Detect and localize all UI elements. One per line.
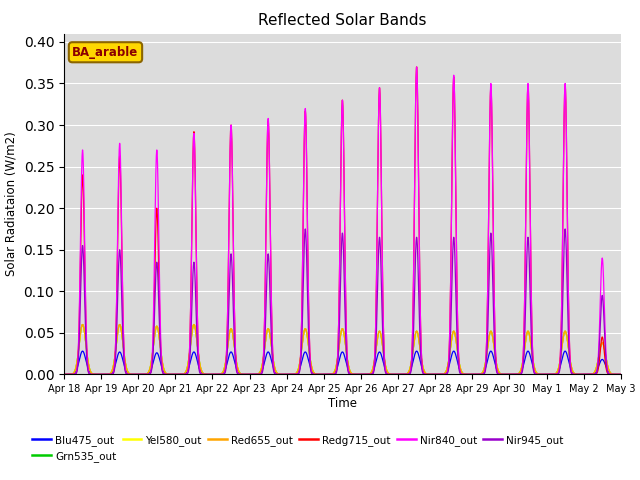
Grn535_out (127, 372, 134, 377)
Yel580_out (588, 372, 595, 377)
Nir840_out (273, 372, 281, 377)
Yel580_out (617, 372, 625, 377)
Yel580_out (273, 371, 281, 376)
Line: Red655_out: Red655_out (64, 324, 621, 374)
Nir945_out (408, 356, 416, 361)
Red655_out (563, 334, 571, 339)
Blu475_out (588, 372, 595, 377)
Nir840_out (60, 372, 68, 377)
Line: Nir945_out: Nir945_out (64, 229, 621, 374)
Redg715_out (588, 372, 595, 377)
Text: BA_arable: BA_arable (72, 46, 139, 59)
Grn535_out (563, 334, 571, 339)
Nir840_out (408, 336, 416, 342)
Nir840_out (617, 372, 625, 377)
Nir945_out (561, 226, 569, 232)
Redg715_out (563, 168, 571, 174)
Blu475_out (127, 372, 134, 377)
Redg715_out (413, 64, 420, 70)
X-axis label: Time: Time (328, 397, 357, 410)
Nir945_out (617, 372, 625, 377)
Yel580_out (409, 351, 417, 357)
Yel580_out (563, 334, 571, 339)
Line: Yel580_out: Yel580_out (64, 324, 621, 374)
Nir945_out (60, 372, 68, 377)
Blu475_out (409, 360, 417, 366)
Blu475_out (79, 348, 86, 354)
Nir945_out (127, 372, 134, 377)
Nir945_out (566, 356, 573, 362)
Grn535_out (60, 372, 68, 377)
Grn535_out (566, 353, 573, 359)
Redg715_out (273, 372, 281, 377)
Red655_out (588, 372, 595, 377)
Redg715_out (408, 336, 416, 342)
Yel580_out (79, 322, 86, 327)
Line: Grn535_out: Grn535_out (64, 324, 621, 374)
Y-axis label: Solar Radiataion (W/m2): Solar Radiataion (W/m2) (5, 132, 18, 276)
Line: Blu475_out: Blu475_out (64, 351, 621, 374)
Red655_out (566, 353, 573, 359)
Grn535_out (617, 372, 625, 377)
Red655_out (127, 372, 134, 377)
Red655_out (60, 372, 68, 377)
Nir945_out (588, 372, 595, 377)
Blu475_out (617, 372, 625, 377)
Red655_out (79, 322, 86, 327)
Yel580_out (127, 372, 134, 377)
Blu475_out (563, 351, 571, 357)
Nir840_out (127, 372, 134, 377)
Nir840_out (413, 64, 420, 70)
Nir840_out (563, 168, 571, 173)
Legend: Blu475_out, Grn535_out, Yel580_out, Red655_out, Redg715_out, Nir840_out, Nir945_: Blu475_out, Grn535_out, Yel580_out, Red6… (28, 431, 568, 466)
Line: Redg715_out: Redg715_out (64, 67, 621, 374)
Blu475_out (60, 372, 68, 377)
Grn535_out (588, 372, 595, 377)
Redg715_out (60, 372, 68, 377)
Blu475_out (566, 361, 573, 367)
Yel580_out (60, 372, 68, 377)
Yel580_out (566, 353, 573, 359)
Title: Reflected Solar Bands: Reflected Solar Bands (258, 13, 427, 28)
Red655_out (273, 371, 281, 376)
Nir945_out (273, 372, 281, 377)
Grn535_out (79, 322, 86, 327)
Redg715_out (617, 372, 625, 377)
Nir945_out (563, 270, 571, 276)
Nir840_out (566, 340, 573, 346)
Blu475_out (273, 371, 281, 377)
Line: Nir840_out: Nir840_out (64, 67, 621, 374)
Grn535_out (273, 371, 281, 376)
Red655_out (409, 351, 417, 357)
Nir840_out (588, 372, 595, 377)
Redg715_out (566, 341, 573, 347)
Grn535_out (409, 351, 417, 357)
Red655_out (617, 372, 625, 377)
Redg715_out (127, 372, 134, 377)
